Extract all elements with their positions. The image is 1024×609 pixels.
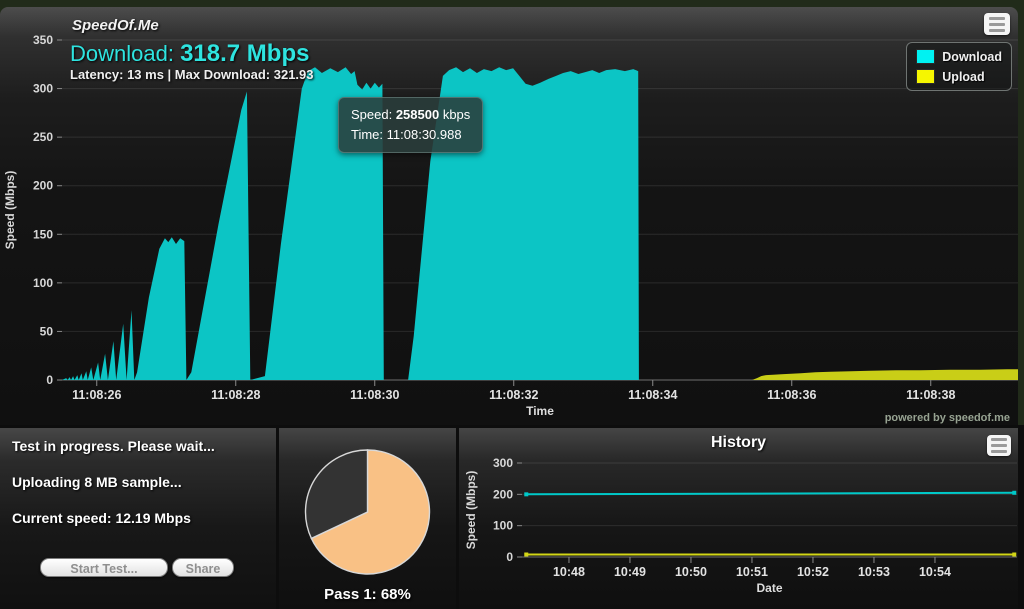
y-tick-label: 250 xyxy=(33,130,53,144)
pie-slice-complete xyxy=(310,449,431,575)
history-chart[interactable]: 0 100 200 300 10:48 10:49 10:50 10:51 10:52 10:53… xyxy=(459,428,1018,609)
x-tick-label: 10:52 xyxy=(797,565,829,579)
app-title: SpeedOf.Me xyxy=(72,17,159,34)
status-line-sample: Uploading 8 MB sample... xyxy=(12,474,182,490)
speed-test-panel: 0 50 100 150 200 250 300 350 11:08:26 11:08:28 11:… xyxy=(0,7,1018,425)
x-tick-label: 11:08:28 xyxy=(211,388,260,402)
y-axis-title: Speed (Mbps) xyxy=(3,171,17,250)
x-tick-label: 10:53 xyxy=(858,565,890,579)
history-title: History xyxy=(710,434,767,451)
status-line-progress: Test in progress. Please wait... xyxy=(12,438,215,454)
x-tick-label: 10:54 xyxy=(919,565,951,579)
speed-test-chart[interactable]: 0 50 100 150 200 250 300 350 11:08:26 11:08:28 11:… xyxy=(0,7,1018,425)
download-legend-label: Download xyxy=(942,49,1002,64)
x-tick-label: 11:08:30 xyxy=(350,388,399,402)
x-tick-label: 10:50 xyxy=(675,565,707,579)
latency-line: Latency: 13 ms | Max Download: 321.93 xyxy=(70,67,314,82)
y-tick-label: 300 xyxy=(493,456,513,470)
download-headline: Download: 318.7 Mbps xyxy=(70,40,309,68)
pie-slice-remaining xyxy=(304,449,369,540)
data-point-marker[interactable] xyxy=(1012,490,1017,495)
data-point-marker[interactable] xyxy=(524,492,529,497)
x-tick-label: 11:08:32 xyxy=(489,388,538,402)
x-axis-title: Time xyxy=(526,404,554,418)
y-tick-label: 100 xyxy=(33,276,53,290)
x-tick-label: 11:08:26 xyxy=(72,388,121,402)
y-tick-label: 0 xyxy=(506,550,513,564)
x-tick-label: 11:08:38 xyxy=(906,388,955,402)
download-swatch xyxy=(916,49,936,64)
x-tick-label: 10:51 xyxy=(736,565,768,579)
history-panel: 0 100 200 300 10:48 10:49 10:50 10:51 10:52 10:53… xyxy=(459,428,1018,609)
download-value: 318.7 Mbps xyxy=(180,40,310,67)
x-axis-title: Date xyxy=(756,581,782,595)
upload-area xyxy=(752,369,1018,380)
status-line-current-speed: Current speed: 12.19 Mbps xyxy=(12,510,191,526)
history-menu-icon[interactable] xyxy=(987,435,1011,456)
y-tick-label: 300 xyxy=(33,82,53,96)
y-tick-label: 0 xyxy=(46,373,53,387)
tooltip-speed-line: Speed: 258500 kbps xyxy=(351,107,471,122)
download-line xyxy=(526,491,1015,496)
x-tick-label: 11:08:34 xyxy=(628,388,677,402)
y-tick-label: 50 xyxy=(40,324,54,338)
upload-swatch xyxy=(916,69,936,84)
download-label: Download: xyxy=(70,41,174,66)
share-button[interactable]: Share xyxy=(172,558,234,577)
tooltip-time-line: Time: 11:08:30.988 xyxy=(351,127,462,143)
x-tick-label: 10:48 xyxy=(553,565,585,579)
x-tick-label: 11:08:36 xyxy=(767,388,816,402)
chart-tooltip: Speed: 258500 kbps Time: 11:08:30.988 xyxy=(338,97,484,154)
x-tick-label: 10:49 xyxy=(614,565,646,579)
y-tick-label: 150 xyxy=(33,227,53,241)
start-test-button[interactable]: Start Test... xyxy=(40,558,168,577)
chart-legend: Download Upload xyxy=(906,42,1012,91)
y-tick-label: 200 xyxy=(493,487,513,501)
download-area xyxy=(62,67,639,380)
progress-pie-chart xyxy=(304,449,431,575)
progress-panel: Pass 1: 68% xyxy=(279,428,456,609)
upload-legend-label: Upload xyxy=(942,69,985,84)
y-tick-label: 350 xyxy=(33,33,53,47)
chart-menu-icon[interactable] xyxy=(984,13,1010,35)
powered-by-watermark: powered by speedof.me xyxy=(884,412,1010,424)
data-point-marker[interactable] xyxy=(524,552,529,557)
data-point-marker[interactable] xyxy=(1012,552,1017,557)
y-tick-label: 100 xyxy=(493,519,513,533)
y-tick-label: 200 xyxy=(33,179,53,193)
pass-progress-label: Pass 1: 68% xyxy=(324,586,411,603)
legend-item-download: Download xyxy=(916,49,1002,64)
y-axis-title: Speed (Mbps) xyxy=(464,471,478,550)
status-panel: Test in progress. Please wait... Uploadi… xyxy=(0,428,276,609)
legend-item-upload: Upload xyxy=(916,69,1002,84)
